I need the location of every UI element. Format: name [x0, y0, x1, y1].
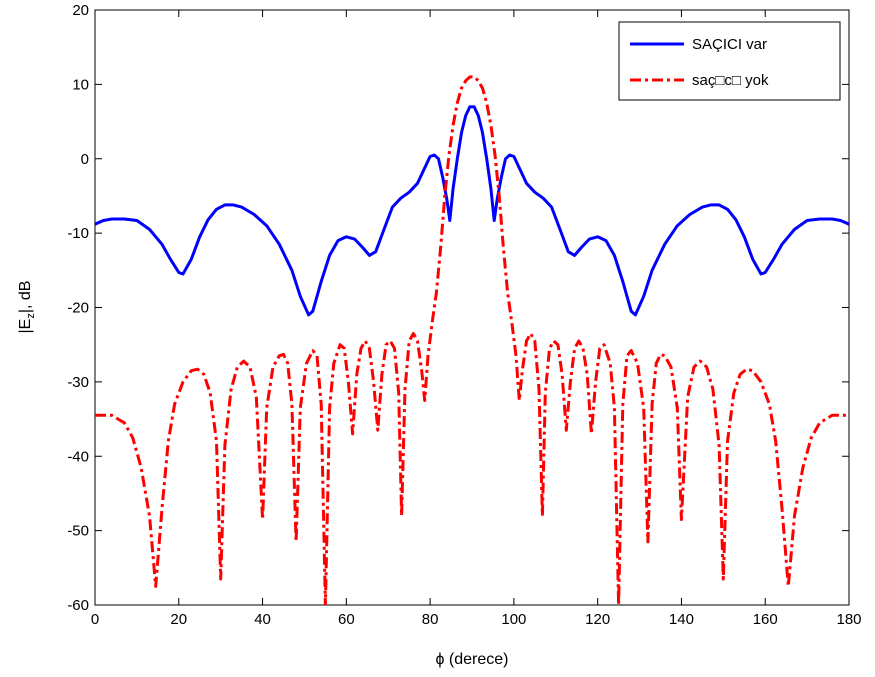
- y-axis-label-tail: |, dB: [17, 281, 34, 314]
- y-tick-label--20: -20: [67, 300, 89, 317]
- x-tick-label-40: 40: [254, 611, 271, 628]
- y-tick-label-10: 10: [72, 76, 89, 93]
- x-tick-label-0: 0: [91, 611, 99, 628]
- legend-box: [618, 21, 841, 101]
- legend-label-saçıcı-var: SAÇICI var: [692, 36, 767, 53]
- y-tick-label--60: -60: [67, 597, 89, 614]
- x-tick-label-100: 100: [501, 611, 526, 628]
- x-tick-label-180: 180: [836, 611, 861, 628]
- y-tick-label-0: 0: [81, 151, 89, 168]
- x-tick-label-120: 120: [585, 611, 610, 628]
- y-axis-label-main: |E: [17, 319, 34, 334]
- y-tick-label--40: -40: [67, 448, 89, 465]
- legend-label-saçıcı-yok: saç□c□ yok: [692, 72, 769, 89]
- series-line-0: [95, 105, 849, 317]
- ticks-layer: 0 20 40 60 80 100 120 140 160 18020100-10-20-30-4…: [67, 2, 861, 628]
- y-axis-label: |Ez|, dB: [17, 281, 37, 334]
- x-tick-label-60: 60: [338, 611, 355, 628]
- y-tick-label--50: -50: [67, 523, 89, 540]
- x-axis-label: ϕ (derece): [436, 651, 509, 668]
- plot-area: [94, 9, 850, 606]
- legend: SAÇICI var saç□c□ yok: [618, 21, 841, 101]
- x-tick-label-20: 20: [170, 611, 187, 628]
- x-tick-label-80: 80: [422, 611, 439, 628]
- y-tick-label-20: 20: [72, 2, 89, 19]
- series-line-1: [95, 75, 849, 605]
- y-tick-label--10: -10: [67, 225, 89, 242]
- x-tick-label-140: 140: [669, 611, 694, 628]
- y-axis-label-subscript: z: [25, 313, 37, 319]
- series-layer: [95, 75, 849, 605]
- y-tick-label--30: -30: [67, 374, 89, 391]
- x-tick-label-160: 160: [753, 611, 778, 628]
